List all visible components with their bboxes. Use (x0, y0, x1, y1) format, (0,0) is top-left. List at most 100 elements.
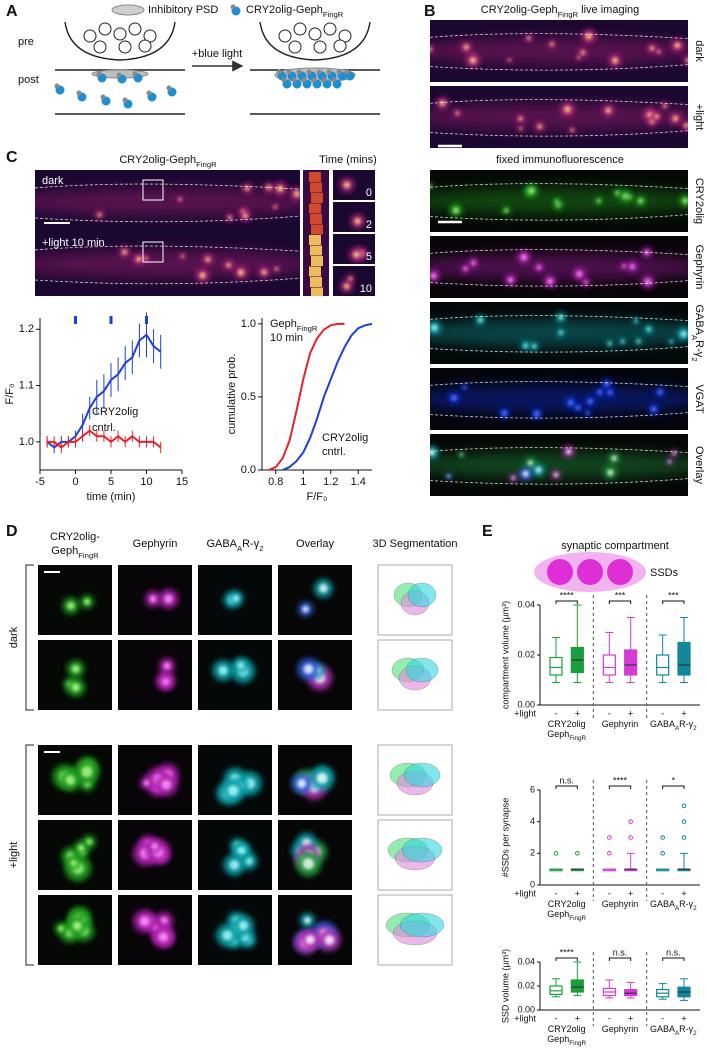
blob-core (460, 453, 463, 456)
text-part: FingR (78, 551, 99, 560)
text-part: Gephyrin (602, 719, 639, 729)
blob-core (522, 470, 529, 477)
significance-bracket (662, 957, 685, 961)
micrograph (333, 266, 375, 296)
micrograph (278, 820, 352, 890)
kymo-band (309, 203, 321, 214)
blob-core (354, 218, 361, 225)
micrograph (333, 170, 375, 200)
blob-core (205, 257, 211, 262)
blob (683, 55, 688, 66)
text-part: 2 (693, 725, 697, 732)
blob-core (319, 584, 328, 593)
blob-core (304, 916, 311, 924)
text-part: FingR (323, 10, 344, 19)
significance-label: * (672, 775, 676, 785)
blob-core (65, 775, 76, 785)
ssd-label: SSDs (650, 567, 679, 579)
blob-core (580, 50, 586, 55)
text-part: CRY2olig (548, 719, 586, 729)
series-label: CRY2olig (92, 406, 138, 418)
text-part: Gephyrin (693, 245, 705, 290)
protein-icon-tag (291, 77, 297, 83)
condition-label: - (661, 1013, 664, 1023)
dendrite-outline (430, 183, 688, 189)
outlier (628, 819, 633, 824)
protein-icon-tag (306, 69, 312, 75)
significance-bracket (555, 957, 578, 961)
blob-core (584, 280, 588, 285)
channel-label: GABAAR-γ2 (690, 304, 705, 361)
blob-core (523, 343, 528, 348)
dendrite-outline (430, 447, 688, 453)
text-part: A (675, 905, 680, 912)
y-tick-label: 1.0 (19, 436, 34, 448)
blob-core (70, 859, 77, 867)
segment (401, 837, 443, 863)
series-line (46, 333, 162, 449)
series-line (282, 322, 373, 471)
blob-core (226, 262, 231, 268)
blob-core (553, 472, 559, 477)
group-label: GephFingR (547, 729, 586, 742)
blob-core (657, 50, 661, 54)
blob-core (237, 269, 245, 276)
time-label: 2 (366, 219, 372, 231)
protein-icon-tag (331, 77, 337, 83)
blob-core (316, 772, 328, 784)
pre-label: pre (18, 36, 34, 48)
y-tick-label: 6 (530, 784, 535, 794)
series-line (47, 429, 162, 449)
blob-core (162, 678, 170, 686)
blob-core (122, 249, 127, 255)
micrograph (430, 434, 688, 496)
time-label: 0 (366, 187, 372, 199)
blob-core (463, 266, 468, 271)
blob-core (672, 451, 676, 455)
channel-label: Gephyrin (693, 245, 705, 290)
blob-core (218, 665, 228, 676)
x-axis-label: F/F₀ (306, 491, 327, 503)
text-part: Overlay (296, 538, 334, 550)
significance-label: **** (613, 775, 628, 785)
text-part: 2 (693, 1030, 697, 1037)
micrograph (198, 640, 272, 710)
blob-core (294, 190, 300, 197)
blob-core (151, 842, 159, 850)
condition-label: - (608, 888, 611, 898)
micrograph-bg (118, 640, 192, 710)
condition-label: + (681, 888, 686, 898)
vesicle (278, 29, 292, 43)
condition-label: + (628, 708, 633, 718)
text-part: Geph (547, 909, 569, 919)
dendrite-glow (35, 187, 300, 217)
condition-label: - (608, 1013, 611, 1023)
micrograph (118, 640, 192, 710)
protein-icon-tag (326, 69, 332, 75)
kymo-band (310, 182, 322, 193)
protein-icon-tag (281, 77, 287, 83)
protein-icon-tag (116, 72, 122, 78)
blob-core (528, 460, 534, 466)
blob-core (430, 449, 435, 456)
blob-core (501, 410, 507, 416)
box (570, 979, 584, 993)
text-part: FingR (558, 10, 579, 19)
vesicle (128, 22, 142, 36)
micrograph (38, 640, 112, 710)
x-tick-label: 10 (140, 476, 152, 488)
micrograph (430, 302, 688, 364)
group-label: GephFingR (547, 1034, 586, 1047)
vesicle (93, 40, 107, 54)
vesicle (333, 39, 347, 53)
series-label: cntrl. (322, 446, 346, 458)
dendrite-glow (430, 253, 688, 281)
significance-bracket (608, 600, 632, 604)
micrograph (333, 234, 375, 264)
micrograph (198, 820, 272, 890)
dendrite-outline (35, 277, 300, 285)
panel-label: C (6, 149, 18, 166)
blob-core (636, 339, 641, 344)
box (656, 654, 670, 676)
